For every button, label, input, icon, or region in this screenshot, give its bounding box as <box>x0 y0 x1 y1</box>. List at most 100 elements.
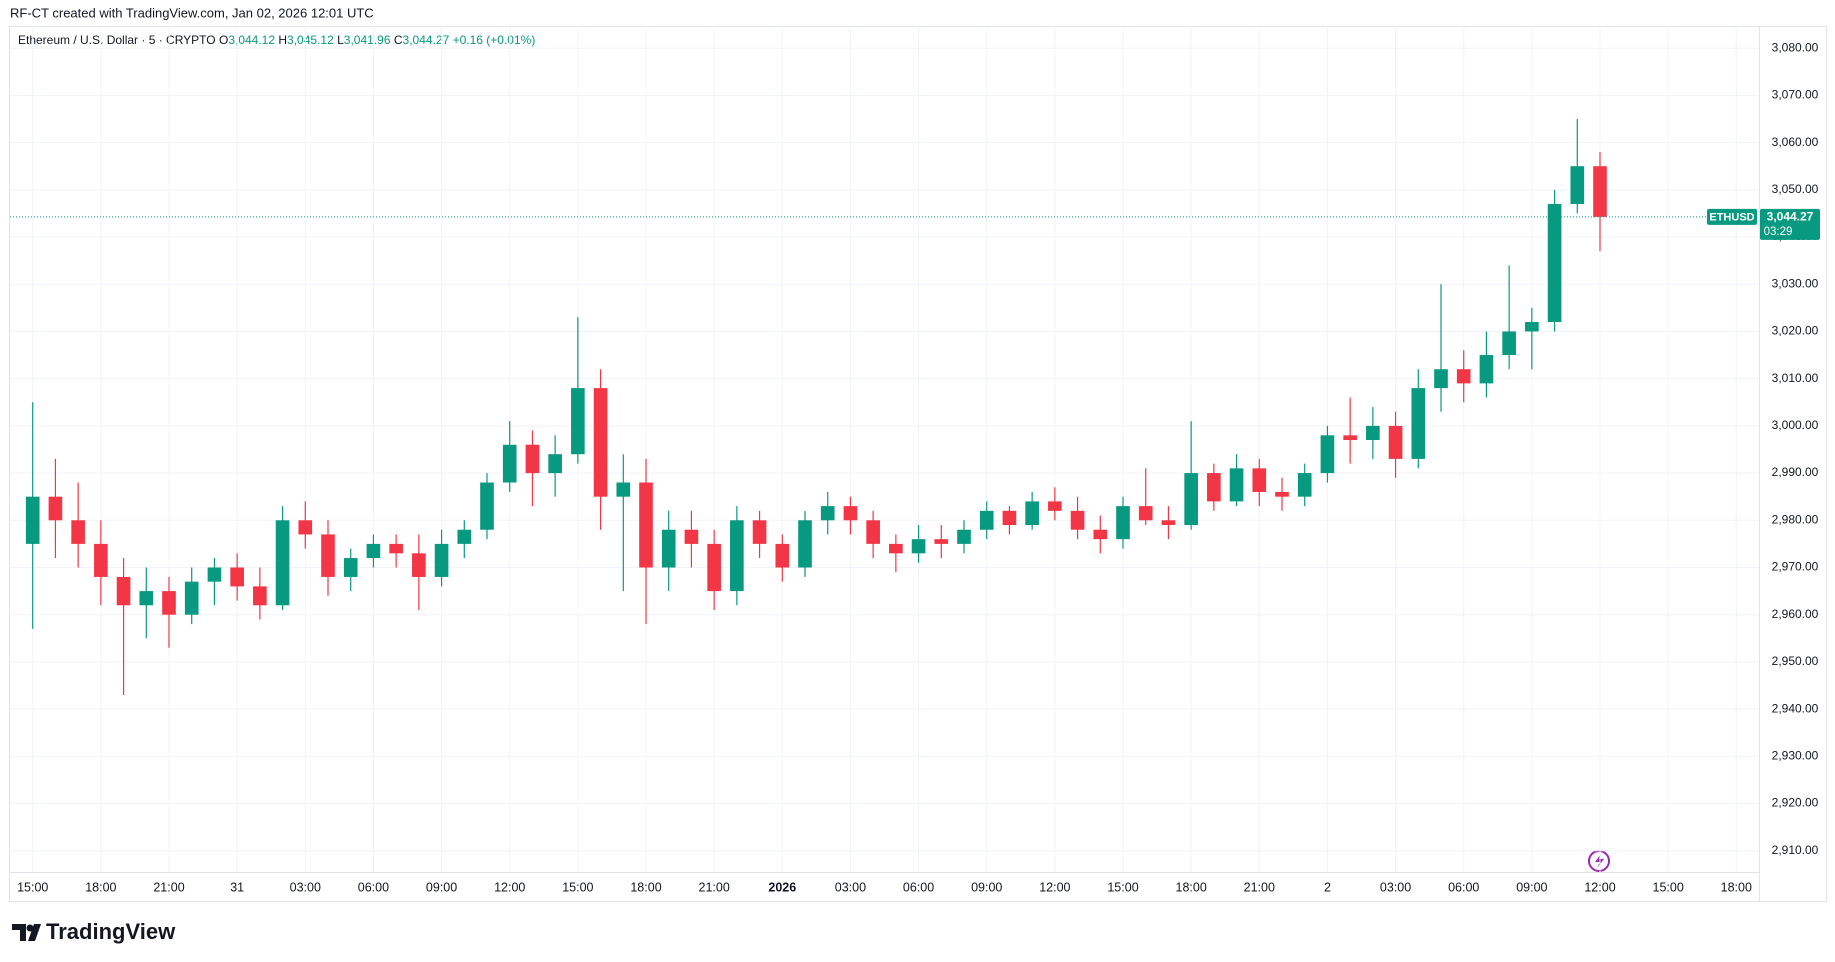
candle-body <box>480 482 494 530</box>
candle-body <box>1161 520 1176 526</box>
candle-body <box>1434 369 1448 389</box>
candle-body <box>366 543 381 559</box>
x-tick-label: 18:00 <box>85 880 116 894</box>
legend-key: O <box>219 33 228 47</box>
candle-body <box>1025 501 1039 526</box>
x-tick-label: 09:00 <box>1516 880 1547 894</box>
candle-body <box>1116 506 1130 540</box>
y-tick-label: 3,050.00 <box>1772 182 1819 196</box>
candle-body <box>343 558 358 577</box>
candle-body <box>253 586 267 606</box>
candle-body <box>1388 425 1403 459</box>
candle-body <box>730 520 744 592</box>
candle-body <box>571 388 585 455</box>
legend-change: +0.16 (+0.01%) <box>453 33 536 47</box>
candle-body <box>525 444 540 474</box>
legend-symbol: Ethereum / U.S. Dollar · 5 · CRYPTO <box>18 33 216 47</box>
logo: TradingView <box>12 919 176 944</box>
x-tick-label: 2 <box>1324 880 1331 894</box>
candle-body <box>707 543 721 592</box>
legend-key: H <box>278 33 287 47</box>
y-tick-label: 3,010.00 <box>1772 371 1819 385</box>
legend-text: Ethereum / U.S. Dollar · 5 · CRYPTO O3,0… <box>18 33 535 47</box>
candle-body <box>184 581 199 615</box>
candle-body <box>616 482 631 497</box>
candle-body <box>1184 473 1198 526</box>
x-tick-label: 06:00 <box>903 880 934 894</box>
y-tick-label: 3,060.00 <box>1772 135 1819 149</box>
symbol-badge <box>1707 208 1757 225</box>
x-tick-label: 03:00 <box>290 880 321 894</box>
candle-body <box>1207 473 1221 502</box>
x-tick-label: 21:00 <box>1244 880 1275 894</box>
candle-body <box>25 496 40 544</box>
candle-body <box>684 529 699 544</box>
x-tick-label: 18:00 <box>1176 880 1207 894</box>
candle-body <box>1048 501 1062 511</box>
candle-body <box>1070 510 1085 530</box>
countdown-label: 03:29 <box>1764 226 1793 238</box>
candle-body <box>1547 203 1562 323</box>
candle-body <box>116 576 131 606</box>
candle-body <box>798 520 812 568</box>
x-tick-label: 15:00 <box>1107 880 1138 894</box>
candle-body <box>275 520 290 606</box>
candle-body <box>820 506 835 521</box>
y-tick-label: 2,930.00 <box>1772 749 1819 763</box>
candle-body <box>979 510 994 530</box>
candle-body <box>1411 388 1426 459</box>
candle-body <box>1138 506 1153 521</box>
logo-text: TradingView <box>46 919 176 944</box>
candle-body <box>1093 529 1108 540</box>
x-tick-label: 31 <box>230 880 244 894</box>
candle-body <box>889 543 903 554</box>
candle-body <box>1229 468 1244 502</box>
x-tick-label: 06:00 <box>1448 880 1479 894</box>
candle-body <box>1320 435 1335 474</box>
candle-body <box>1275 491 1289 497</box>
candle-body <box>1297 473 1312 497</box>
x-tick-label: 12:00 <box>494 880 525 894</box>
y-tick-label: 3,070.00 <box>1772 88 1819 102</box>
x-tick-label: 21:00 <box>699 880 730 894</box>
candle-body <box>639 482 653 568</box>
candle-body <box>661 529 676 568</box>
x-tick-label: 2026 <box>768 880 796 894</box>
header: RF-CT created with TradingView.com, Jan … <box>10 5 374 20</box>
x-tick-label: 03:00 <box>1380 880 1411 894</box>
frame <box>9 26 1827 902</box>
x-tick-label: 09:00 <box>426 880 457 894</box>
grid <box>10 26 1759 872</box>
y-tick-label: 2,950.00 <box>1772 654 1819 668</box>
candle-body <box>1502 331 1516 356</box>
x-tick-label: 06:00 <box>358 880 389 894</box>
candle-body <box>1456 369 1471 384</box>
candle-body <box>1525 322 1539 332</box>
legend-value: 3,044.12 <box>228 33 275 47</box>
candle-body <box>843 506 858 521</box>
candle-body <box>1593 166 1607 217</box>
legend: Ethereum / U.S. Dollar · 5 · CRYPTO O3,0… <box>18 33 535 47</box>
candle-body <box>752 520 767 544</box>
x-tick-label: 18:00 <box>630 880 661 894</box>
price-label: 3,044.27 <box>1767 210 1814 224</box>
candle-body <box>162 591 176 615</box>
candle-body <box>548 454 562 474</box>
candle-body <box>1366 425 1380 441</box>
y-tick-label: 3,030.00 <box>1772 276 1819 290</box>
legend-key: L <box>337 33 344 47</box>
candle-body <box>298 520 313 535</box>
x-tick-label: 21:00 <box>153 880 184 894</box>
candle-body <box>1252 468 1267 492</box>
x-tick-label: 15:00 <box>562 880 593 894</box>
legend-key: C <box>394 33 403 47</box>
candle-body <box>911 539 926 554</box>
price-badge <box>1760 208 1820 240</box>
candle-body <box>934 539 949 544</box>
candle-body <box>1570 166 1585 204</box>
x-tick-label: 09:00 <box>971 880 1002 894</box>
symbol-label: ETHUSD <box>1709 211 1754 223</box>
